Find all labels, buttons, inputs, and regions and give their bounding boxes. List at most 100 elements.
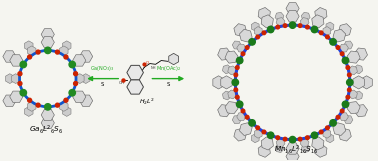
Circle shape (235, 66, 239, 69)
Polygon shape (333, 123, 345, 136)
Circle shape (298, 24, 302, 27)
Text: S: S (101, 82, 104, 87)
Polygon shape (347, 51, 360, 63)
Circle shape (36, 50, 40, 54)
Polygon shape (254, 27, 262, 36)
Circle shape (325, 126, 329, 130)
Polygon shape (276, 139, 285, 147)
Circle shape (20, 90, 26, 96)
Polygon shape (312, 15, 324, 28)
Polygon shape (169, 53, 178, 65)
Polygon shape (312, 137, 324, 150)
Polygon shape (315, 144, 327, 157)
Polygon shape (339, 24, 351, 36)
Polygon shape (349, 66, 357, 75)
Circle shape (245, 46, 249, 49)
Circle shape (305, 25, 309, 29)
Polygon shape (240, 29, 252, 42)
Polygon shape (261, 137, 273, 150)
Polygon shape (25, 41, 33, 51)
Polygon shape (127, 80, 143, 94)
Circle shape (311, 26, 318, 33)
Polygon shape (3, 51, 16, 62)
Circle shape (290, 136, 296, 143)
Circle shape (290, 22, 296, 28)
Text: O: O (146, 61, 149, 65)
Text: Ga(NO$_3$)$_3$: Ga(NO$_3$)$_3$ (90, 64, 115, 73)
Polygon shape (323, 27, 331, 36)
Polygon shape (234, 128, 246, 141)
Polygon shape (286, 11, 299, 22)
Circle shape (28, 98, 32, 102)
Polygon shape (258, 7, 270, 21)
Polygon shape (315, 7, 327, 21)
Polygon shape (41, 117, 54, 129)
Polygon shape (6, 74, 14, 84)
Circle shape (262, 130, 266, 134)
Circle shape (268, 132, 274, 138)
Circle shape (64, 55, 68, 59)
Polygon shape (28, 46, 36, 56)
Polygon shape (62, 41, 71, 51)
Polygon shape (79, 95, 93, 106)
Circle shape (340, 109, 344, 113)
Polygon shape (228, 90, 236, 99)
Polygon shape (286, 151, 299, 161)
Polygon shape (213, 76, 224, 89)
Polygon shape (251, 134, 259, 143)
Text: S: S (167, 82, 170, 87)
Text: H$_2$L$^2$: H$_2$L$^2$ (139, 97, 154, 107)
Circle shape (20, 61, 26, 68)
Circle shape (283, 24, 287, 27)
Polygon shape (225, 51, 238, 63)
Circle shape (347, 79, 353, 86)
Polygon shape (353, 76, 364, 89)
Polygon shape (11, 74, 20, 84)
Polygon shape (82, 74, 90, 84)
Polygon shape (333, 29, 345, 42)
Polygon shape (261, 15, 273, 28)
Circle shape (262, 31, 266, 35)
Polygon shape (79, 51, 93, 62)
Circle shape (45, 104, 51, 110)
Circle shape (36, 103, 40, 107)
Circle shape (249, 39, 255, 45)
Circle shape (74, 82, 77, 85)
Polygon shape (361, 76, 372, 89)
Polygon shape (127, 65, 143, 80)
Polygon shape (234, 24, 246, 36)
Circle shape (298, 137, 302, 141)
Polygon shape (223, 65, 231, 74)
Polygon shape (339, 128, 351, 141)
Polygon shape (339, 44, 349, 52)
Polygon shape (300, 18, 309, 26)
Polygon shape (41, 109, 54, 121)
Polygon shape (323, 129, 331, 138)
Circle shape (69, 61, 76, 68)
Circle shape (241, 52, 245, 56)
Circle shape (346, 66, 350, 69)
Circle shape (28, 55, 32, 59)
Polygon shape (300, 139, 309, 147)
Circle shape (256, 126, 260, 130)
Circle shape (45, 47, 51, 54)
Polygon shape (10, 91, 23, 103)
Circle shape (276, 25, 280, 29)
Polygon shape (218, 48, 231, 60)
Circle shape (340, 52, 344, 56)
Polygon shape (73, 55, 86, 66)
Polygon shape (326, 22, 334, 31)
Circle shape (347, 73, 351, 77)
Polygon shape (41, 37, 54, 48)
Circle shape (346, 95, 350, 99)
Polygon shape (41, 29, 54, 40)
Polygon shape (221, 76, 232, 89)
Polygon shape (240, 123, 252, 136)
Text: OH: OH (119, 81, 125, 85)
Polygon shape (228, 66, 236, 75)
Circle shape (64, 98, 68, 102)
Circle shape (237, 101, 243, 108)
Text: Mn$_{16}$L$^2$$_{16}$S$_{16}$: Mn$_{16}$L$^2$$_{16}$S$_{16}$ (274, 144, 319, 156)
Polygon shape (237, 113, 246, 121)
Polygon shape (25, 107, 33, 116)
